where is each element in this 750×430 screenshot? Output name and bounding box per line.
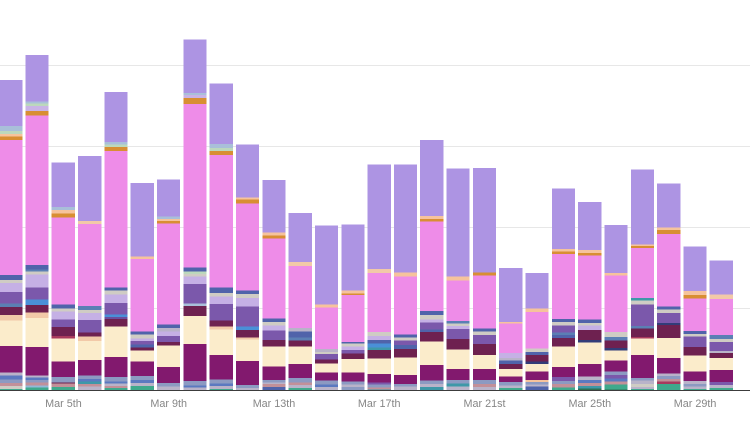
svg-text:Mar 17th: Mar 17th bbox=[358, 398, 401, 410]
svg-text:Mar 13th: Mar 13th bbox=[253, 398, 296, 410]
svg-text:Mar 9th: Mar 9th bbox=[150, 398, 187, 410]
svg-text:Mar 21st: Mar 21st bbox=[463, 398, 505, 410]
svg-text:Mar 25th: Mar 25th bbox=[568, 398, 611, 410]
svg-text:Mar 29th: Mar 29th bbox=[674, 398, 717, 410]
svg-text:Mar 5th: Mar 5th bbox=[45, 398, 82, 410]
